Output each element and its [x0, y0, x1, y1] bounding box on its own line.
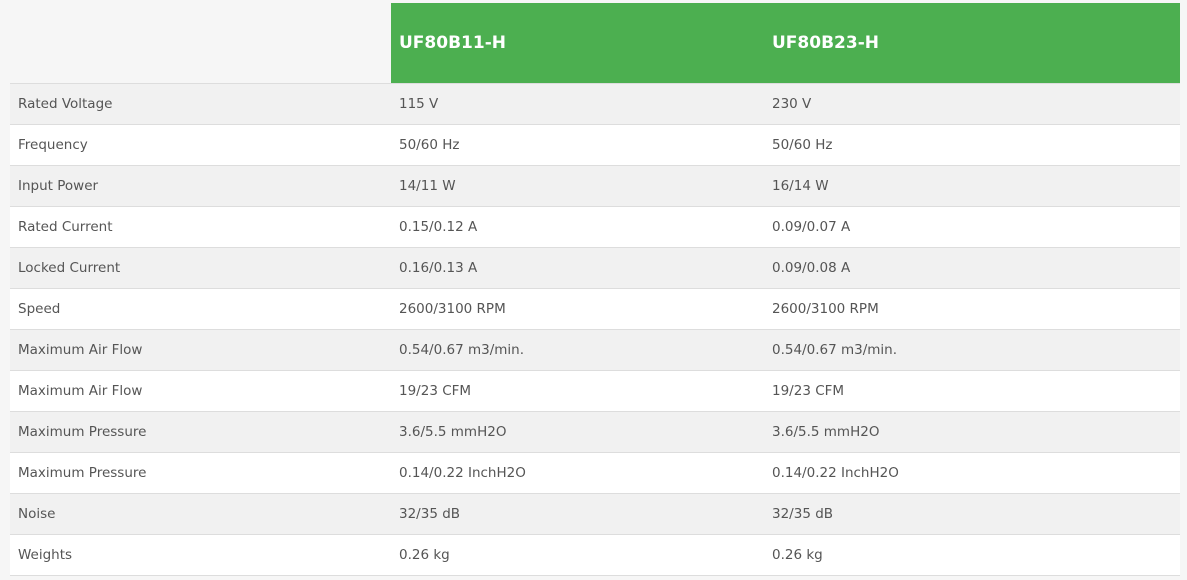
table-row: Frequency 50/60 Hz 50/60 Hz	[10, 125, 1180, 166]
model-2-value: 0.54/0.67 m3/min.	[772, 342, 897, 358]
table-row: Rated Voltage 115 V 230 V	[10, 84, 1180, 125]
model-1-value: 32/35 dB	[399, 506, 461, 522]
spec-label: Rated Current	[18, 219, 113, 235]
spec-label: Maximum Pressure	[18, 465, 147, 481]
spec-label: Maximum Air Flow	[18, 383, 143, 399]
model-1-value: 0.16/0.13 A	[399, 260, 478, 276]
spec-label: Frequency	[18, 137, 88, 153]
model-1-value: 2600/3100 RPM	[399, 301, 506, 317]
table-row: Noise 32/35 dB 32/35 dB	[10, 494, 1180, 535]
model-2-value: 2600/3100 RPM	[772, 301, 879, 317]
model-1-value: 3.6/5.5 mmH2O	[399, 424, 507, 440]
model-2-value: 50/60 Hz	[772, 137, 833, 153]
model-1-value: 0.26 kg	[399, 547, 450, 563]
spec-label: Weights	[18, 547, 73, 563]
spec-label: Input Power	[18, 178, 99, 194]
model-2-value: 0.09/0.08 A	[772, 260, 851, 276]
table-row: Input Power 14/11 W 16/14 W	[10, 166, 1180, 207]
table-row: Maximum Pressure 0.14/0.22 InchH2O 0.14/0.…	[10, 453, 1180, 494]
table-body: Rated Voltage 115 V 230 V Frequency 50/60 Hz…	[10, 84, 1180, 576]
model-header-bar: UF80B11-H UF80B23-H	[391, 3, 1180, 83]
table-row: Rated Current 0.15/0.12 A 0.09/0.07 A	[10, 207, 1180, 248]
header-blank-cell	[10, 3, 391, 83]
table-row: Maximum Air Flow 0.54/0.67 m3/min. 0.54/0.…	[10, 330, 1180, 371]
model-2-value: 0.26 kg	[772, 547, 823, 563]
model-2-value: 19/23 CFM	[772, 383, 845, 399]
model-1-value: 50/60 Hz	[399, 137, 460, 153]
model-1-value: 115 V	[399, 96, 439, 112]
model-1-value: 19/23 CFM	[399, 383, 472, 399]
model-2-value: 0.09/0.07 A	[772, 219, 851, 235]
table-header: UF80B11-H UF80B23-H	[10, 3, 1180, 84]
spec-label: Maximum Air Flow	[18, 342, 143, 358]
model-1-value: 14/11 W	[399, 178, 456, 194]
table-row: Maximum Air Flow 19/23 CFM 19/23 CFM	[10, 371, 1180, 412]
model-1-value: 0.54/0.67 m3/min.	[399, 342, 524, 358]
model-header-1: UF80B11-H	[399, 33, 506, 53]
model-2-value: 32/35 dB	[772, 506, 834, 522]
table-row: Maximum Pressure 3.6/5.5 mmH2O 3.6/5.5 mmH…	[10, 412, 1180, 453]
spec-label: Noise	[18, 506, 56, 522]
model-2-value: 3.6/5.5 mmH2O	[772, 424, 880, 440]
model-1-value: 0.15/0.12 A	[399, 219, 478, 235]
spec-label: Locked Current	[18, 260, 121, 276]
model-2-value: 16/14 W	[772, 178, 829, 194]
spec-label: Rated Voltage	[18, 96, 113, 112]
spec-label: Speed	[18, 301, 61, 317]
spec-table: UF80B11-H UF80B23-H Rated Voltage 115 V 23…	[10, 3, 1180, 576]
model-1-value: 0.14/0.22 InchH2O	[399, 465, 526, 481]
model-2-value: 0.14/0.22 InchH2O	[772, 465, 899, 481]
spec-label: Maximum Pressure	[18, 424, 147, 440]
table-row: Speed 2600/3100 RPM 2600/3100 RPM	[10, 289, 1180, 330]
model-2-value: 230 V	[772, 96, 812, 112]
model-header-2: UF80B23-H	[772, 33, 879, 53]
table-row: Locked Current 0.16/0.13 A 0.09/0.08 A	[10, 248, 1180, 289]
table-row: Weights 0.26 kg 0.26 kg	[10, 535, 1180, 576]
